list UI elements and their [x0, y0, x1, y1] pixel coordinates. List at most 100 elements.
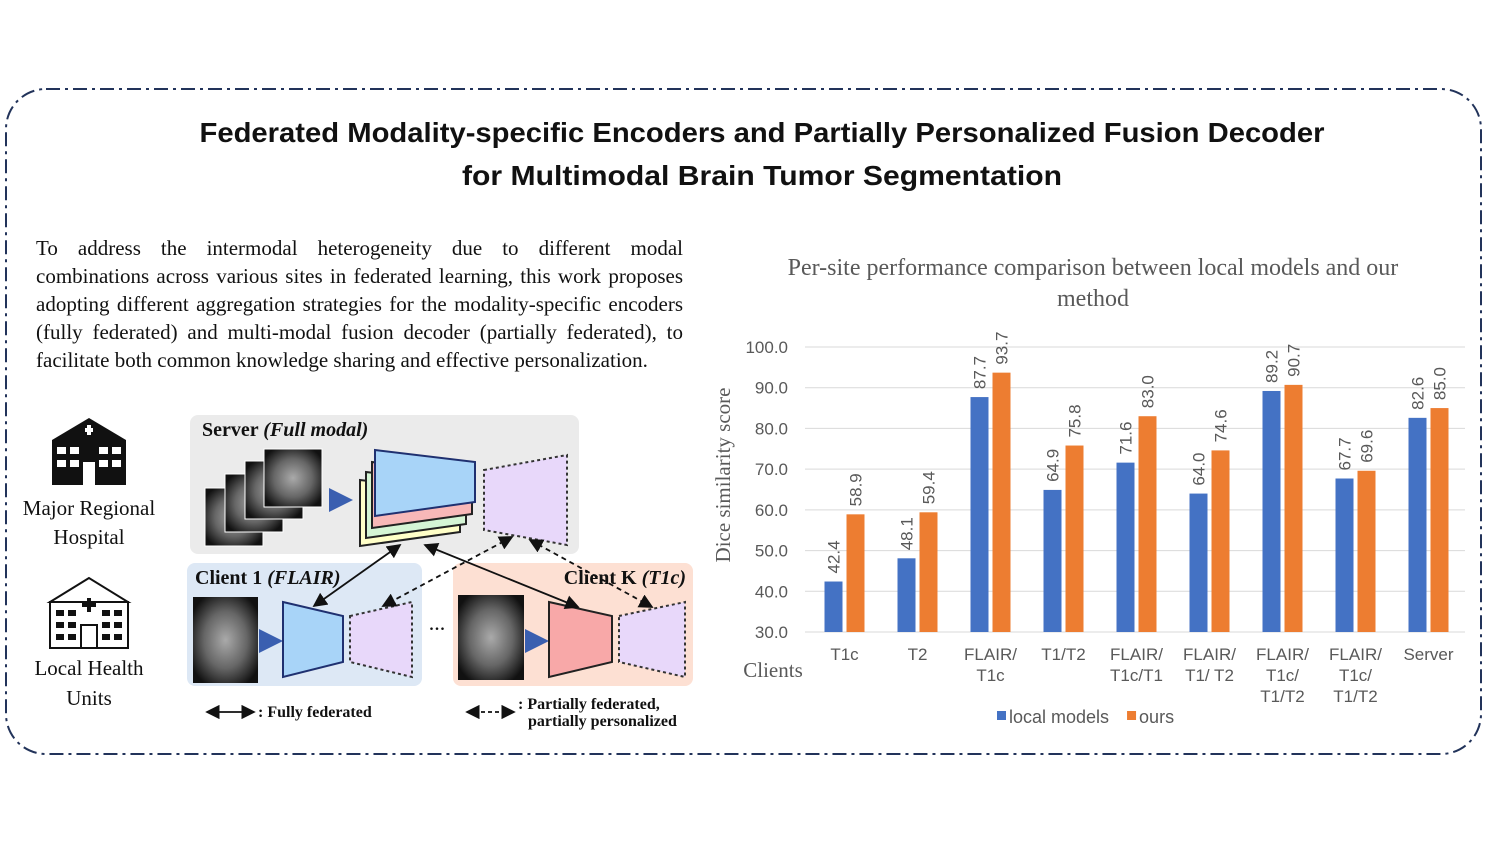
x-tick-line: T1/T2 [1260, 687, 1304, 706]
y-tick-label: 70.0 [755, 460, 788, 479]
legend-label: ours [1139, 707, 1174, 727]
bar [1043, 489, 1062, 632]
y-tick-label: 60.0 [755, 501, 788, 520]
hospital-icon [52, 418, 126, 485]
value-label: 89.2 [1263, 350, 1282, 383]
x-tick-line: FLAIR/ [1110, 645, 1163, 664]
client-decoder [618, 600, 686, 679]
x-tick-line: T1c/T1 [1110, 666, 1163, 685]
client-name: Client K [564, 567, 637, 589]
value-label: 90.7 [1285, 344, 1304, 377]
bar [970, 397, 989, 632]
bar [1138, 416, 1157, 632]
value-label: 74.6 [1212, 409, 1231, 442]
x-tick-label: FLAIR/T1c/T1/T2 [1256, 645, 1309, 706]
server-decoder [483, 453, 568, 547]
legend-text: : Fully federated [258, 704, 372, 721]
y-tick-label: 50.0 [755, 542, 788, 561]
client-mode: (T1c) [642, 567, 686, 589]
fed-arrows [205, 536, 654, 720]
value-label: 58.9 [847, 473, 866, 506]
bar [1408, 417, 1427, 632]
x-tick-line: FLAIR/ [1329, 645, 1382, 664]
y-tick-label: 100.0 [745, 338, 788, 357]
y-tick-label: 40.0 [755, 582, 788, 601]
bar [1430, 408, 1449, 632]
legend-label: local models [1009, 707, 1109, 727]
x-tick-line: FLAIR/ [1256, 645, 1309, 664]
client-encoder [548, 600, 613, 679]
client-name: Client 1 [195, 567, 262, 589]
x-tick-line: T2 [908, 645, 928, 664]
value-label: 83.0 [1139, 375, 1158, 408]
ellipsis: ... [429, 610, 446, 635]
x-tick-line: T1c/ [1266, 666, 1299, 685]
bar [992, 372, 1011, 632]
value-label: 69.6 [1358, 430, 1377, 463]
x-tick-line: Server [1403, 645, 1453, 664]
server-name: Server [202, 419, 259, 441]
title-line: Federated Modality-specific Encoders and… [200, 117, 1325, 148]
value-label: 82.6 [1409, 377, 1428, 410]
mri-stack [204, 448, 323, 547]
client-mode: (FLAIR) [267, 567, 340, 589]
value-label: 48.1 [898, 517, 917, 550]
client-label: Client 1 (FLAIR) [195, 567, 341, 589]
value-label: 64.0 [1190, 452, 1209, 485]
y-tick-label: 90.0 [755, 379, 788, 398]
x-tick-label: T1/T2 [1041, 645, 1085, 664]
value-label: 64.9 [1044, 449, 1063, 482]
chart-title: Per-site performance comparison between … [787, 255, 1399, 312]
x-tick-line: T1c [830, 645, 859, 664]
chart: 30.0 40.0 50.0 60.0 70.0 80.0 90.0 100.0 Dice si… [711, 332, 1465, 727]
site-label: Major Regional [23, 496, 156, 520]
value-label: 42.4 [825, 540, 844, 573]
bar [1211, 450, 1230, 632]
mri-image [193, 597, 258, 683]
value-label: 93.7 [993, 332, 1012, 365]
clinic-icon [46, 576, 132, 649]
server-encoders [359, 448, 476, 548]
x-tick-line: T1/T2 [1041, 645, 1085, 664]
legend-swatch [1127, 711, 1137, 720]
y-tick-label: 30.0 [755, 623, 788, 642]
legend-text: : Partially federated, [518, 696, 660, 713]
server-mode: (Full modal) [263, 419, 368, 441]
value-label: 67.7 [1336, 437, 1355, 470]
summary: To address the intermodal heterogeneity … [36, 236, 683, 372]
legend-swatch [997, 711, 1006, 720]
value-label: 87.7 [971, 356, 990, 389]
y-axis-label: Dice similarity score [711, 388, 735, 563]
mri-image [458, 595, 524, 680]
value-label: 71.6 [1117, 422, 1136, 455]
x-tick-label: T1c [830, 645, 859, 664]
frame [5, 88, 1482, 755]
bar [824, 581, 843, 632]
x-tick-label: FLAIR/T1c [964, 645, 1017, 685]
bar [1262, 390, 1281, 632]
bar [1335, 478, 1354, 632]
value-label: 85.0 [1431, 367, 1450, 400]
value-label: 59.4 [920, 471, 939, 504]
client-encoder [282, 600, 344, 679]
client-label: Client K (T1c) [564, 567, 686, 589]
x-tick-line: FLAIR/ [1183, 645, 1236, 664]
bar [1189, 493, 1208, 632]
bar [846, 514, 865, 632]
x-tick-label: FLAIR/T1/ T2 [1183, 645, 1236, 685]
x-tick-label: Server [1403, 645, 1453, 664]
y-tick-label: 80.0 [755, 419, 788, 438]
title-line: for Multimodal Brain Tumor Segmentation [462, 160, 1062, 191]
bar [1116, 462, 1135, 632]
x-axis-label: Clients [743, 658, 803, 682]
bar [1357, 470, 1376, 632]
bar [897, 558, 916, 632]
site-label: Hospital [53, 525, 124, 549]
site-label: Units [66, 686, 112, 710]
server-label: Server (Full modal) [202, 419, 368, 441]
x-tick-line: T1/ T2 [1185, 666, 1234, 685]
bar [1065, 445, 1084, 632]
x-tick-label: T2 [908, 645, 928, 664]
